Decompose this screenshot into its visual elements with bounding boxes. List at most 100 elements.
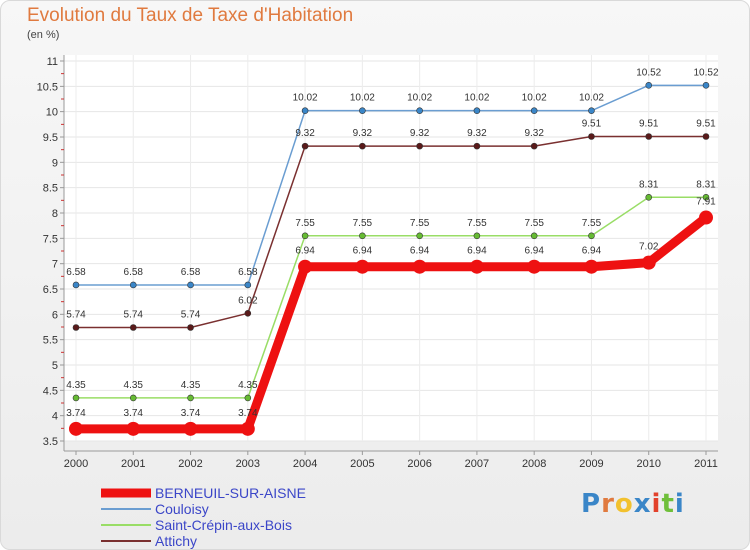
data-label: 6.58	[181, 267, 201, 278]
data-point	[469, 259, 484, 274]
data-label: 10.02	[407, 93, 432, 104]
data-label: 3.74	[66, 408, 86, 419]
x-tick-label: 2010	[636, 458, 660, 470]
logo-letter: r	[601, 489, 615, 519]
data-label: 10.02	[293, 93, 318, 104]
data-point	[129, 281, 137, 289]
data-point	[244, 281, 252, 289]
data-label: 7.55	[410, 218, 430, 229]
data-point	[416, 142, 423, 150]
series-attichy: 5.74 5.74 5.74 6.02 9.32 9.32 9.32 9.32 9.32 9.51…	[66, 118, 716, 331]
data-point	[530, 232, 538, 240]
data-label: 10.52	[693, 67, 718, 78]
series-couloisy: 6.58 6.58 6.58 6.58 10.02 10.02 10.02 10.02 10.0…	[66, 67, 719, 289]
data-label: 3.74	[238, 408, 258, 419]
data-label: 10.02	[464, 93, 489, 104]
data-label: 9.51	[582, 118, 602, 129]
logo-letter: o	[614, 489, 634, 519]
x-tick-label: 2002	[178, 458, 202, 470]
data-point	[645, 133, 653, 140]
y-tick-label: 7	[52, 259, 58, 271]
data-label: 4.35	[124, 380, 144, 391]
chart-subtitle: (en %)	[27, 29, 60, 41]
y-tick-label: 6.5	[43, 284, 58, 296]
x-tick-label: 2009	[579, 458, 603, 470]
data-label: 5.74	[181, 310, 201, 321]
data-point	[588, 107, 595, 114]
data-point	[298, 259, 313, 274]
x-tick-label: 2001	[121, 458, 145, 470]
data-point	[187, 281, 194, 289]
data-label: 9.32	[467, 128, 487, 139]
y-tick-label: 10.5	[37, 81, 58, 93]
y-tick-label: 3.5	[43, 436, 58, 448]
data-label: 4.35	[66, 380, 86, 391]
logo-letter: i	[651, 489, 662, 519]
data-point	[530, 107, 538, 114]
data-label: 9.32	[295, 128, 315, 139]
data-label: 10.02	[522, 93, 547, 104]
data-label: 8.31	[639, 179, 659, 190]
x-tick-label: 2004	[293, 458, 317, 470]
data-label: 6.58	[238, 267, 258, 278]
x-tick-label: 2008	[522, 458, 546, 470]
data-point	[244, 310, 252, 317]
data-point	[72, 281, 80, 289]
data-label: 9.51	[639, 118, 659, 129]
data-label: 9.51	[696, 118, 716, 129]
data-point	[473, 107, 481, 114]
data-point	[584, 259, 599, 274]
data-point	[129, 394, 137, 402]
legend-label: Attichy	[155, 533, 197, 549]
data-point	[359, 232, 366, 240]
data-label: 6.94	[295, 246, 315, 257]
data-point	[72, 394, 80, 402]
data-label: 6.94	[410, 246, 430, 257]
data-point	[69, 421, 83, 436]
data-label: 9.32	[410, 128, 430, 139]
y-tick-label: 9.5	[43, 132, 58, 144]
data-label: 6.58	[66, 267, 86, 278]
logo-letter: P	[581, 489, 602, 519]
data-label: 7.02	[639, 242, 659, 253]
legend-label: Couloisy	[155, 501, 209, 517]
data-label: 7.55	[582, 218, 602, 229]
data-point	[412, 259, 427, 274]
data-point	[187, 394, 194, 402]
data-point	[416, 232, 423, 240]
data-label: 10.02	[350, 93, 375, 104]
data-label: 4.35	[181, 380, 201, 391]
series-line	[75, 135, 707, 329]
data-label: 7.55	[353, 218, 373, 229]
data-label: 5.74	[124, 310, 144, 321]
series-berneuil-sur-aisne: 3.74 3.74 3.74 3.74 6.94 6.94 6.94 6.94 6.94 6.94…	[66, 197, 716, 436]
data-point	[72, 324, 80, 331]
data-label: 4.35	[238, 380, 258, 391]
legend-label: Saint-Crépin-aux-Bois	[155, 517, 292, 533]
data-point	[126, 421, 141, 436]
data-label: 6.58	[124, 267, 144, 278]
data-label: 8.31	[696, 179, 716, 190]
series-line	[75, 84, 707, 286]
y-tick-label: 10	[46, 107, 58, 119]
y-tick-label: 4	[52, 411, 58, 423]
y-tick-label: 4.5	[43, 385, 58, 397]
data-point	[240, 421, 255, 436]
legend-label: BERNEUIL-SUR-AISNE	[155, 485, 306, 501]
x-tick-label: 2006	[407, 458, 431, 470]
data-point	[588, 232, 595, 240]
data-point	[355, 259, 370, 274]
x-tick-label: 2003	[236, 458, 260, 470]
data-point	[301, 142, 309, 150]
data-label: 3.74	[124, 408, 144, 419]
data-label: 9.32	[353, 128, 373, 139]
data-label: 6.94	[467, 246, 487, 257]
data-label: 5.74	[66, 310, 86, 321]
data-point	[645, 82, 653, 89]
data-point	[301, 107, 309, 114]
series-line	[75, 196, 707, 399]
plot-area	[64, 55, 718, 441]
data-label: 10.02	[579, 93, 604, 104]
